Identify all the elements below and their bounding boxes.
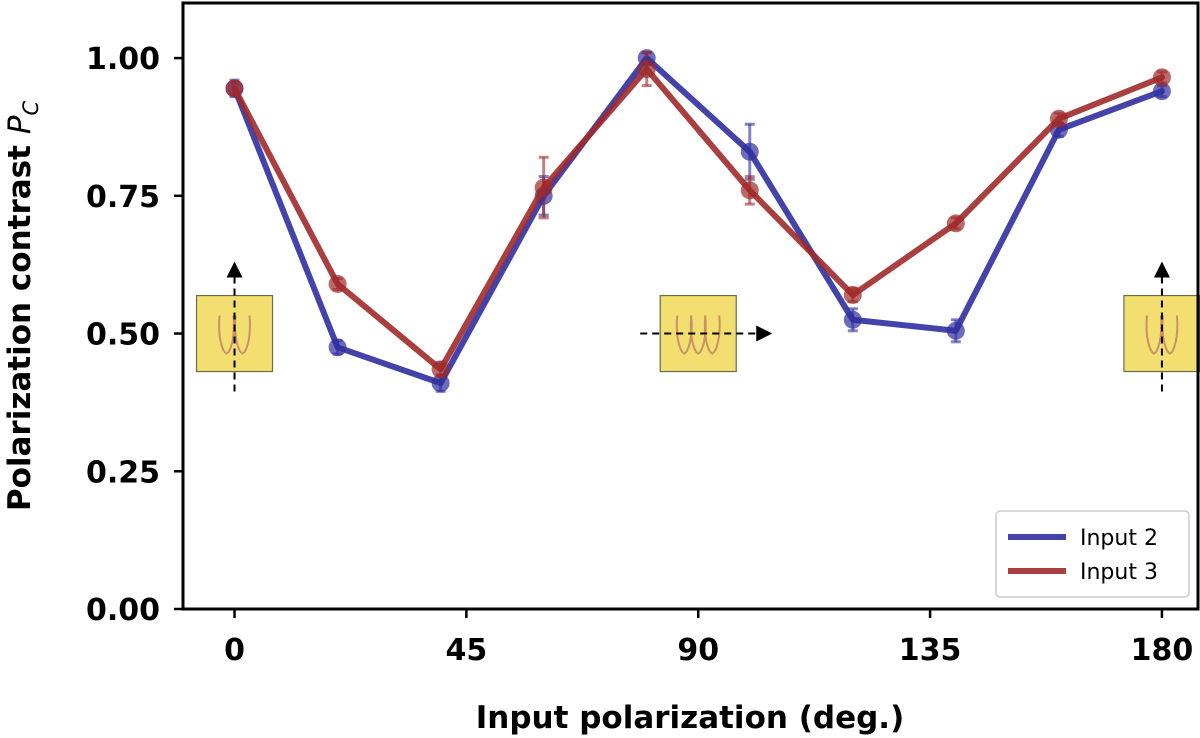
data-point: [1049, 109, 1068, 128]
data-point: [431, 360, 450, 379]
inset-vertical-0: [195, 261, 274, 392]
arrow-up-icon: [226, 261, 243, 278]
y-axis-title-symbol: P: [2, 115, 38, 134]
x-tick-label: 135: [899, 633, 962, 668]
y-axis-title: Polarization contrast PC: [2, 101, 43, 512]
data-point: [431, 374, 450, 393]
legend-box: [995, 510, 1190, 598]
x-tick-label: 45: [446, 633, 488, 668]
legend-label-input-2: Input 2: [1080, 526, 1158, 551]
x-axis-title: Input polarization (deg.): [476, 700, 905, 736]
inset-waveguide-loop: [1145, 315, 1163, 355]
data-point: [637, 60, 656, 79]
data-point: [740, 142, 759, 161]
x-tick-label: 90: [677, 633, 719, 668]
data-point: [328, 338, 347, 357]
y-axis-title-main: Polarization contrast: [2, 134, 38, 511]
y-tick-label: 0.50: [86, 318, 160, 353]
data-point: [1152, 82, 1171, 101]
y-tick-label: 0.00: [86, 593, 160, 628]
data-point: [225, 79, 244, 98]
series-line-input-2: [231, 55, 1165, 387]
y-axis-title-subscript: C: [19, 101, 43, 116]
inset-waveguide-loop: [234, 315, 251, 355]
y-tick-label: 0.25: [86, 455, 160, 490]
tick-layer: 0 45 90 135 180 0.00 0.25 0.50 0.75 1.00: [86, 42, 1193, 668]
data-point: [740, 181, 759, 200]
data-point: [946, 321, 965, 340]
legend-label-input-3: Input 3: [1080, 560, 1158, 585]
data-point: [843, 310, 862, 329]
x-tick-label: 0: [224, 633, 245, 668]
inset-vertical-180: [1123, 261, 1200, 392]
data-point: [534, 178, 553, 197]
inset-waveguide-loop: [1161, 315, 1179, 355]
data-point: [843, 285, 862, 304]
series-input-3: [225, 51, 1171, 379]
arrow-up-icon: [1153, 261, 1170, 278]
series-layer: [225, 49, 1171, 393]
y-tick-label: 1.00: [86, 42, 160, 77]
data-point: [328, 274, 347, 293]
inset-horizontal-90: [640, 294, 773, 373]
data-point: [1152, 68, 1171, 87]
arrow-right-icon: [756, 325, 773, 342]
data-point: [946, 214, 965, 233]
y-tick-label: 0.75: [86, 180, 160, 215]
plot-frame: [181, 1, 1200, 611]
legend: Input 2 Input 3: [995, 510, 1190, 598]
series-line-input-3: [231, 66, 1165, 373]
inset-waveguide-loop: [218, 315, 235, 355]
x-tick-label: 180: [1131, 633, 1194, 668]
inset-layer: [195, 261, 1200, 392]
